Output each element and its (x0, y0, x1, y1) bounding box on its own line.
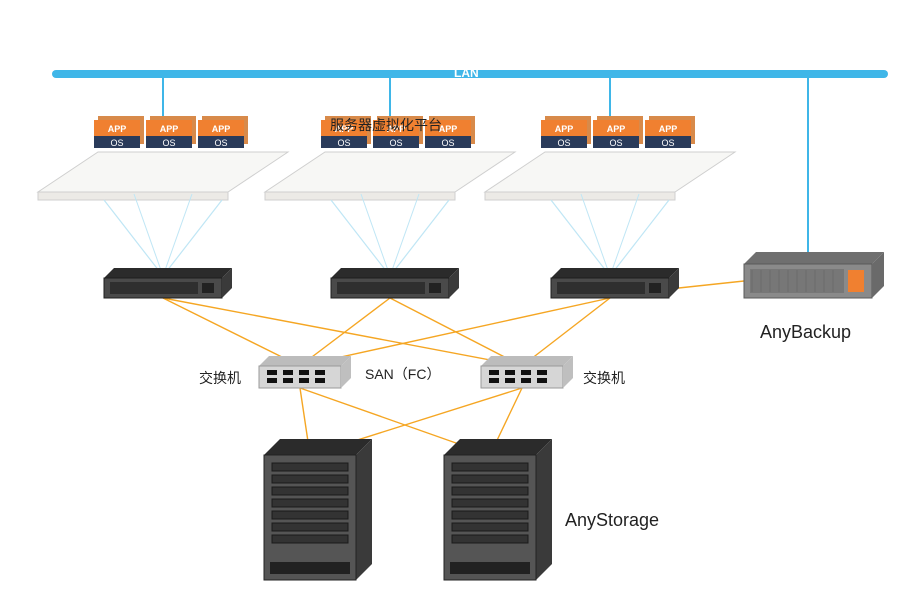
svg-text:OS: OS (389, 138, 402, 148)
svg-text:OS: OS (441, 138, 454, 148)
anybackup-label: AnyBackup (760, 322, 851, 343)
switch-label-left: 交换机 (199, 368, 241, 388)
vm-cone (104, 200, 163, 276)
san-link (163, 298, 300, 366)
vm-cone (610, 194, 639, 276)
vm-platform (38, 152, 288, 192)
network-diagram: APPOSAPPOSAPPOSAPPOSAPPOSAPPOSAPPOSAPPOS… (0, 0, 923, 592)
storage-tower (444, 439, 552, 580)
server (331, 268, 459, 298)
vm-cone (390, 200, 449, 276)
svg-text:OS: OS (557, 138, 570, 148)
vm-box: APP OS (146, 116, 196, 148)
svg-text:OS: OS (214, 138, 227, 148)
vm-cone (163, 200, 222, 276)
vm-cone (551, 200, 610, 276)
vm-platform-side (485, 192, 675, 200)
svg-text:APP: APP (555, 124, 574, 134)
san-label: SAN（FC） (365, 364, 440, 384)
vm-cone (331, 200, 390, 276)
svg-text:APP: APP (607, 124, 626, 134)
san-link (300, 298, 610, 366)
virtualization-title: 服务器虚拟化平台 (330, 115, 442, 135)
svg-text:OS: OS (110, 138, 123, 148)
vm-box: APP OS (645, 116, 695, 148)
vm-platform-side (38, 192, 228, 200)
switch-label-right: 交换机 (583, 368, 625, 388)
vm-box: APP OS (198, 116, 248, 148)
vm-box: APP OS (94, 116, 144, 148)
storage-tower (264, 439, 372, 580)
vm-box: APP OS (541, 116, 591, 148)
svg-text:APP: APP (160, 124, 179, 134)
vm-cone (610, 200, 669, 276)
vm-cone (581, 194, 610, 276)
anybackup-appliance (744, 252, 884, 298)
svg-text:OS: OS (162, 138, 175, 148)
svg-text:OS: OS (337, 138, 350, 148)
lan-label: LAN (454, 66, 479, 80)
vm-box: APP OS (593, 116, 643, 148)
vm-cone (361, 194, 390, 276)
switch (259, 356, 351, 388)
switch (481, 356, 573, 388)
san-link (163, 298, 522, 366)
vm-platform (485, 152, 735, 192)
server (104, 268, 232, 298)
svg-text:APP: APP (659, 124, 678, 134)
svg-text:OS: OS (661, 138, 674, 148)
vm-cone (134, 194, 163, 276)
anystorage-label: AnyStorage (565, 510, 659, 531)
svg-text:APP: APP (108, 124, 127, 134)
vm-cone (390, 194, 419, 276)
vm-platform-side (265, 192, 455, 200)
vm-platform (265, 152, 515, 192)
server (551, 268, 679, 298)
svg-text:APP: APP (212, 124, 231, 134)
vm-cone (163, 194, 192, 276)
svg-text:OS: OS (609, 138, 622, 148)
